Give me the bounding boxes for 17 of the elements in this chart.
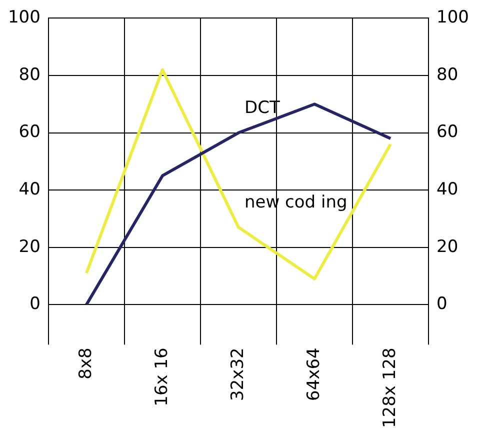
y2-tick-label: 80 — [436, 64, 458, 85]
y2-tick-label: 20 — [436, 236, 458, 257]
x-tick-label: 128x 128 — [380, 348, 400, 428]
x-tick-label: 8x8 — [76, 348, 96, 380]
x-tick-label: 32x32 — [228, 348, 248, 401]
x-tick-label: 64x64 — [304, 348, 324, 401]
y-tick-label: 0 — [30, 294, 40, 314]
y-tick-label: 80 — [18, 64, 40, 85]
y-tick-label: 60 — [18, 122, 40, 142]
y2-tick-label: 100 — [436, 8, 470, 28]
y-tick-label: 40 — [18, 179, 40, 200]
y-tick-label: 20 — [18, 236, 40, 257]
y2-tick-label: 60 — [436, 122, 458, 142]
x-tick-label: 16x 16 — [152, 348, 172, 406]
y2-tick-label: 0 — [436, 294, 448, 314]
y-tick-label: 100 — [8, 8, 40, 28]
y2-tick-label: 40 — [436, 179, 458, 200]
